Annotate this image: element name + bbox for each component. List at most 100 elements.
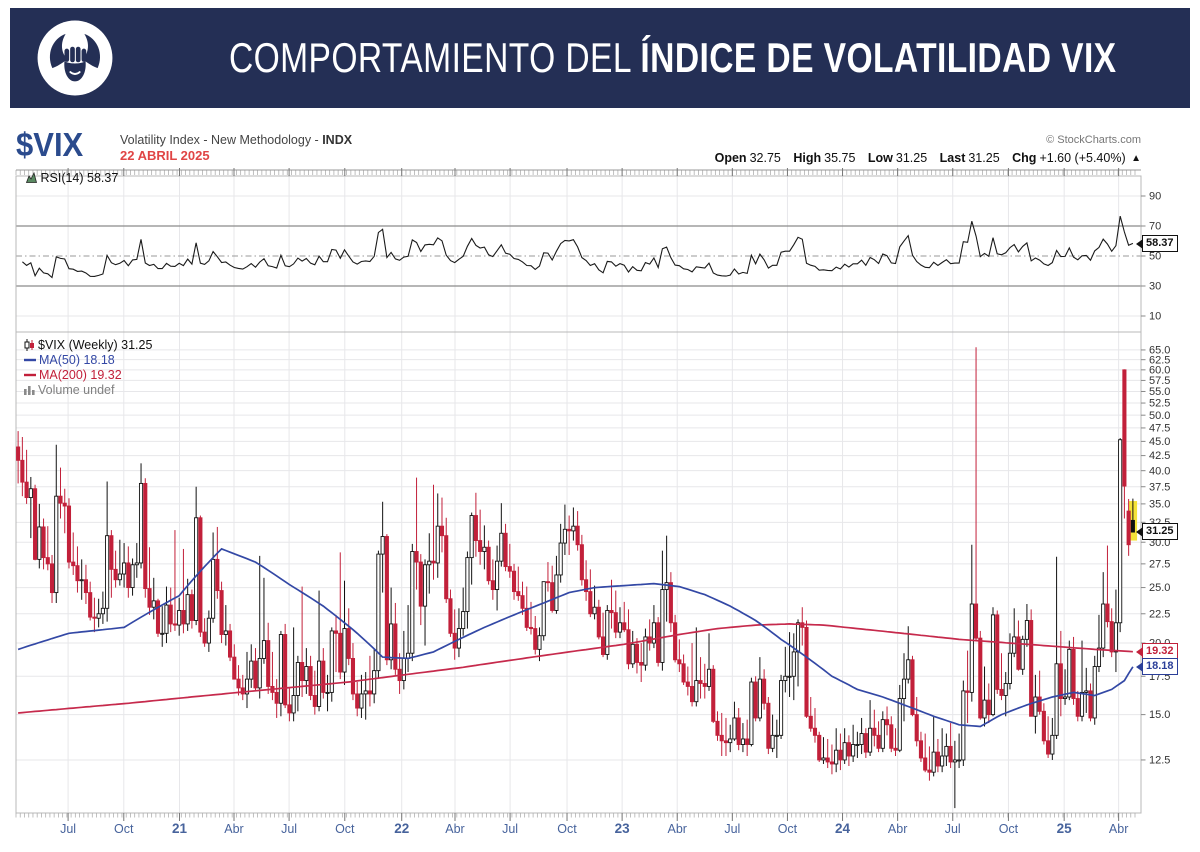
x-axis-label: Oct	[999, 822, 1019, 836]
candle-body	[66, 505, 72, 563]
candle-body	[312, 695, 317, 707]
main-legend: $VIX (Weekly) 31.25 MA(50) 18.18 MA(200)…	[24, 338, 152, 398]
rsi-axis-label: 70	[1149, 221, 1161, 233]
candle-body	[261, 640, 267, 659]
x-axis-label: Jul	[724, 822, 740, 836]
candle-body	[545, 581, 550, 584]
candle-body	[1118, 439, 1123, 624]
candle-body	[439, 525, 445, 537]
candle-body	[715, 720, 720, 736]
candle-body	[304, 666, 309, 682]
x-axis-label: 25	[1057, 821, 1073, 836]
candle-body	[113, 568, 118, 581]
high-value: 35.75	[824, 151, 856, 165]
candle-body	[338, 632, 343, 673]
candle-body	[1024, 620, 1029, 640]
candle-body	[685, 681, 690, 687]
rsi-value-callout: 58.37	[1136, 235, 1178, 252]
rsi-axis-label: 10	[1149, 311, 1161, 323]
candle-body	[215, 558, 220, 592]
candle-body	[1041, 710, 1046, 742]
low-label: Low	[867, 151, 893, 165]
y-axis-label: 55.0	[1149, 386, 1170, 398]
x-axis-label: Abr	[888, 822, 907, 836]
candle-body	[537, 635, 542, 650]
candle-body	[16, 446, 21, 461]
candle-body	[995, 614, 1000, 690]
stockcharts-credit: © StockCharts.com	[1046, 134, 1141, 146]
candle-body	[762, 678, 767, 704]
candle-body	[469, 515, 474, 559]
x-axis-label: Jul	[60, 822, 76, 836]
candle-body	[287, 704, 292, 714]
candle-body	[982, 699, 987, 719]
candle-body	[605, 610, 610, 655]
candlestick-icon	[24, 338, 34, 351]
candle-body	[376, 553, 381, 672]
open-label: Open	[714, 151, 747, 165]
candle-body	[473, 515, 478, 542]
candle-body	[918, 740, 923, 759]
last-value: 31.25	[968, 151, 1000, 165]
candle-body	[291, 695, 296, 714]
candle-body	[940, 755, 945, 767]
candle-body	[711, 668, 716, 722]
candle-body	[1079, 691, 1085, 717]
x-axis-label: Abr	[668, 822, 687, 836]
candle-body	[910, 659, 915, 716]
candle-body	[160, 632, 165, 635]
candle-body	[533, 628, 538, 650]
candle-body	[651, 622, 656, 644]
candle-body	[435, 525, 440, 564]
candle-body	[584, 579, 589, 593]
candle-body	[105, 535, 110, 609]
candle-body	[829, 761, 834, 765]
candle-body	[914, 714, 919, 742]
candle-body	[486, 546, 491, 582]
candle-body	[787, 675, 792, 678]
candle-body	[821, 757, 826, 761]
quote-bar: Open 32.75 High 35.75 Low 31.25 Last 31.25 C…	[715, 151, 1141, 165]
rsi-legend: RSI(14) 58.37	[26, 171, 118, 185]
candle-body	[490, 580, 495, 591]
y-axis-label: 50.0	[1149, 410, 1170, 422]
candle-body	[126, 562, 131, 589]
page-title-bold: ÍNDICE DE VOLATILIDAD VIX	[640, 34, 1117, 81]
candle-body	[198, 517, 203, 633]
candle-body	[753, 681, 758, 719]
candle-body	[863, 733, 868, 753]
candle-body	[728, 738, 733, 744]
candle-body	[100, 607, 105, 615]
candle-body	[1007, 652, 1013, 684]
candle-body	[240, 687, 245, 695]
candle-body	[189, 594, 194, 621]
candle-body	[579, 544, 584, 581]
candle-body	[71, 561, 76, 567]
candle-body	[274, 691, 279, 704]
candle-body	[723, 740, 729, 744]
candle-body	[393, 623, 398, 670]
candle-body	[359, 693, 364, 709]
candle-body	[1067, 648, 1072, 698]
chg-up-arrow-icon: ▲	[1131, 153, 1141, 164]
candle-body	[609, 610, 614, 614]
candle-body	[45, 557, 50, 565]
candle-body	[639, 662, 644, 666]
y-axis-label: 27.5	[1149, 558, 1170, 570]
candle-body	[317, 660, 322, 707]
candle-body	[986, 699, 991, 716]
candle-body	[906, 659, 911, 680]
y-axis-label: 42.5	[1149, 450, 1170, 462]
candle-body	[236, 678, 241, 689]
candle-body	[668, 582, 673, 624]
candle-body	[164, 604, 169, 634]
y-axis-label: 37.5	[1149, 481, 1170, 493]
x-axis-label: Abr	[445, 822, 464, 836]
candle-body	[151, 600, 156, 608]
candle-body	[749, 681, 754, 745]
candle-body	[503, 532, 508, 568]
banner: COMPORTAMIENTO DEL ÍNDICE DE VOLATILIDAD…	[10, 8, 1190, 108]
candle-body	[228, 630, 233, 658]
candle-body	[92, 616, 97, 619]
candle-body	[817, 734, 822, 761]
